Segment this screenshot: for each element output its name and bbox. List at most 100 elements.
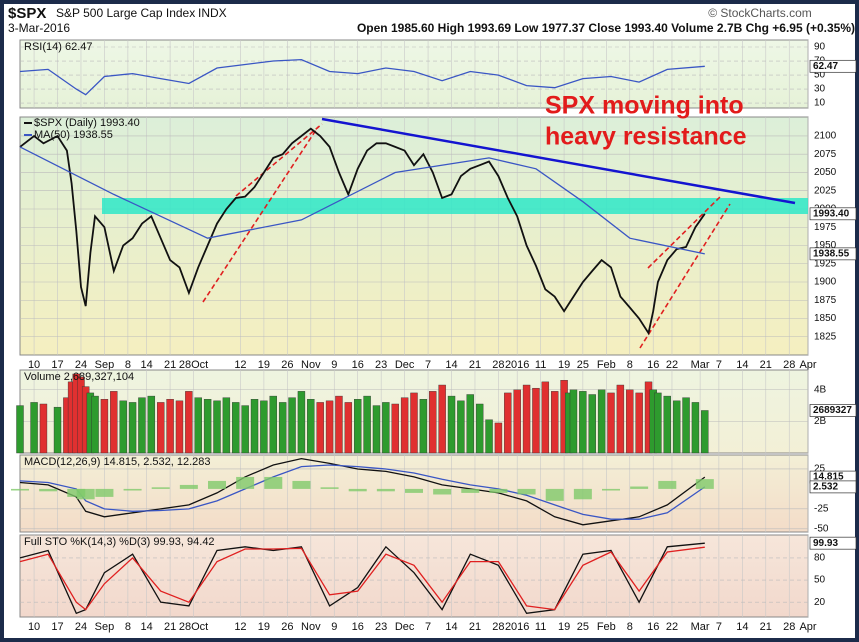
x-tick-label: 24 [75, 621, 87, 633]
x-tick-label: 16 [647, 621, 659, 633]
bar [39, 403, 48, 454]
bar [607, 392, 615, 454]
x-tick-label: 21 [469, 359, 481, 371]
y-tick-label: 1950 [814, 240, 837, 251]
bar [447, 395, 456, 454]
x-tick-label: 14 [736, 621, 748, 633]
x-tick-label: Sep [95, 359, 115, 371]
value-tag [809, 536, 857, 550]
x-tick-label: 12 [234, 621, 246, 633]
x-tick-label: 23 [375, 621, 387, 633]
bar [485, 419, 493, 454]
exchange: INDX [198, 6, 227, 20]
x-tick-label: Apr [799, 621, 816, 633]
value-tag-label: 62.47 [813, 61, 838, 72]
series-line [19, 546, 705, 611]
channel-line [235, 123, 323, 197]
x-tick-label: 28 [492, 359, 504, 371]
value-tag-label: 2.532 [813, 482, 838, 493]
panel-title: MACD(12,26,9) 14.815, 2.532, 12.283 [24, 456, 211, 468]
value-tag-label: 1938.55 [813, 248, 850, 259]
bar [663, 395, 671, 454]
channel-line [647, 194, 723, 269]
channel-line [202, 126, 319, 303]
bar [419, 399, 428, 454]
bar [119, 400, 127, 454]
x-tick-label: 7 [716, 621, 722, 633]
bar [100, 399, 109, 454]
credit: © StockCharts.com [708, 6, 812, 20]
x-tick-label: Mar [691, 621, 710, 633]
quote: Open 1985.60 High 1993.69 Low 1977.37 Cl… [357, 21, 855, 35]
x-tick-label: 28Oct [179, 621, 208, 633]
support-zone [102, 198, 808, 214]
bar [579, 391, 587, 454]
bar [236, 476, 255, 489]
bar [461, 488, 480, 493]
x-tick-label: 14 [141, 621, 153, 633]
x-tick-label: 21 [164, 621, 176, 633]
y-tick-label: 2100 [814, 131, 837, 142]
annotation: SPX moving into [545, 92, 744, 120]
y-tick-label: 1975 [814, 222, 837, 233]
x-tick-label: 16 [647, 359, 659, 371]
bar [504, 392, 512, 454]
bar [232, 402, 240, 454]
value-tag-label: 2689327 [813, 405, 852, 416]
bar [269, 395, 277, 454]
value-tag [809, 247, 857, 261]
x-tick-label: 14 [445, 621, 457, 633]
x-tick-label: 21 [760, 621, 772, 633]
value-tag-label: 99.93 [813, 538, 838, 549]
x-tick-label: 14 [736, 359, 748, 371]
value-tag [809, 480, 857, 494]
channel-line [639, 203, 731, 349]
y-tick-label: 25 [814, 464, 826, 475]
bar [658, 480, 677, 489]
bar [438, 384, 446, 454]
x-tick-label: 24 [75, 359, 87, 371]
bar [157, 402, 165, 454]
bar [288, 397, 296, 454]
resistance-line [321, 117, 796, 205]
bar [241, 405, 249, 454]
x-tick-label: 19 [558, 359, 570, 371]
bar [185, 391, 193, 454]
bar [95, 488, 114, 497]
x-tick-label: Nov [301, 621, 321, 633]
x-tick-label: 16 [352, 621, 364, 633]
x-tick-label: 11 [535, 621, 546, 633]
x-tick-label: 16 [352, 359, 364, 371]
y-tick-label: 10 [814, 98, 826, 109]
annotation: heavy resistance [545, 123, 747, 151]
bar [222, 397, 231, 454]
bar [260, 400, 268, 454]
bar [391, 403, 399, 454]
bar [264, 476, 283, 489]
x-tick-label: 2016 [505, 359, 529, 371]
date: 3-Mar-2016 [8, 21, 70, 35]
bar [213, 400, 221, 454]
bar [363, 395, 371, 454]
x-tick-label: 8 [125, 621, 131, 633]
bar [307, 399, 315, 454]
series-line [19, 464, 706, 520]
y-tick-label: 50 [814, 575, 826, 586]
panel-title: Full STO %K(14,3) %D(3) 99.93, 94.42 [24, 536, 215, 548]
x-tick-label: 10 [28, 621, 40, 633]
y-tick-label: 50 [814, 70, 826, 81]
bar [354, 399, 362, 454]
bar [630, 486, 649, 489]
bar [128, 402, 137, 454]
bar [569, 389, 578, 454]
bar [53, 406, 62, 454]
bar [405, 488, 423, 493]
bar [616, 384, 625, 454]
bar [691, 402, 700, 454]
bar [91, 395, 99, 454]
value-tag [809, 207, 857, 221]
series-line [19, 146, 705, 255]
bar [573, 488, 592, 500]
overlay [102, 117, 808, 349]
bar [175, 400, 184, 454]
